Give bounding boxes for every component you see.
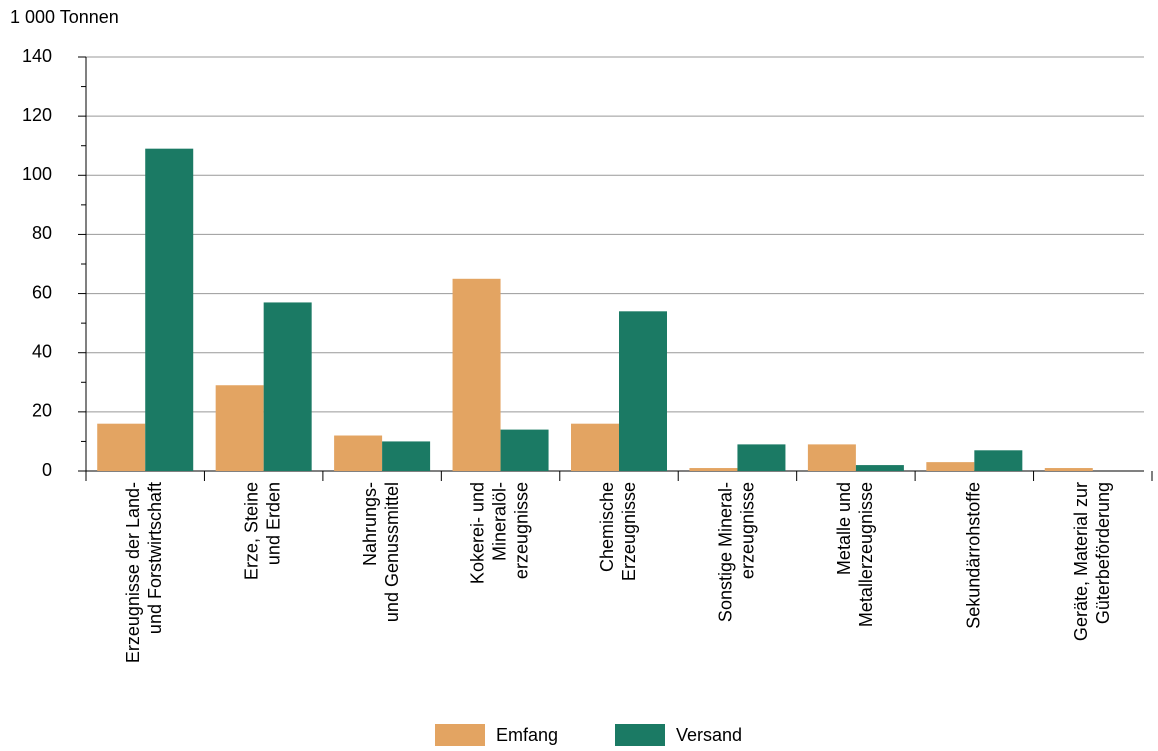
x-tick-label-line: erzeugnisse [737,482,757,579]
bar [619,311,667,471]
bar [452,278,501,471]
x-tick-label: Geräte, Material zur Güterbeförderung [1071,482,1113,641]
y-tick-label: 80 [32,223,52,243]
x-tick-label-line: Erzeugnisse [619,482,639,581]
bar [145,148,194,471]
x-tick-label-line: Chemische [597,482,617,572]
bar [382,441,431,471]
x-tick-label-line: und Erden [263,482,283,565]
y-tick-label: 140 [22,46,52,66]
bar [807,444,856,471]
bar [571,423,619,471]
x-tick-label-line: und Genussmittel [382,482,402,622]
legend-label: Emfang [496,725,558,745]
y-axis-label: 1 000 Tonnen [10,7,119,27]
x-tick-label-line: Mineralöl- [489,482,509,561]
bar [97,423,146,471]
bar [689,468,738,471]
y-tick-label: 40 [32,341,52,361]
bar [926,462,975,471]
x-tick-label-line: Geräte, Material zur [1071,482,1091,641]
legend-swatch [615,724,665,746]
bar [974,450,1023,471]
x-tick-label: Sonstige Mineral-erzeugnisse [715,482,757,622]
bar [1044,468,1093,471]
y-tick-label: 0 [42,460,52,480]
y-tick-label: 60 [32,282,52,302]
x-tick-label-line: erzeugnisse [511,482,531,579]
x-tick-label: Metalle und Metallerzeugnisse [834,482,876,627]
x-tick-label-line: Kokerei- und [467,482,487,584]
bar [334,435,383,471]
y-tick-label: 20 [32,401,52,421]
x-tick-label: Erze, Steine und Erden [241,482,283,580]
bar [215,385,264,471]
y-tick-label: 120 [22,105,52,125]
legend-swatch [435,724,485,746]
x-tick-label-line: Sekundärrohstoffe [963,482,983,629]
x-tick-label-line: Sonstige Mineral- [715,482,735,622]
x-tick-label: Kokerei- und Mineralöl-erzeugnisse [467,482,531,584]
x-tick-label: Chemische Erzeugnisse [597,482,639,581]
x-tick-label-line: Güterbeförderung [1093,482,1113,624]
x-tick-label-line: Nahrungs- [360,482,380,566]
bar [737,444,786,471]
x-tick-label-line: Erze, Steine [241,482,261,580]
bar [855,465,904,471]
x-tick-label: Sekundärrohstoffe [963,482,983,629]
x-tick-label-line: Metalle und [834,482,854,575]
bar [500,429,549,471]
bar [263,302,312,471]
x-tick-label-line: Erzeugnisse der Land- [123,482,143,663]
x-tick-label-line: Metallerzeugnisse [856,482,876,627]
x-tick-label: Nahrungs-und Genussmittel [360,482,402,622]
x-tick-label-line: und Forstwirtschaft [145,482,165,634]
legend-label: Versand [676,725,742,745]
x-tick-label: Erzeugnisse der Land-und Forstwirtschaft [123,482,165,663]
y-tick-label: 100 [22,164,52,184]
